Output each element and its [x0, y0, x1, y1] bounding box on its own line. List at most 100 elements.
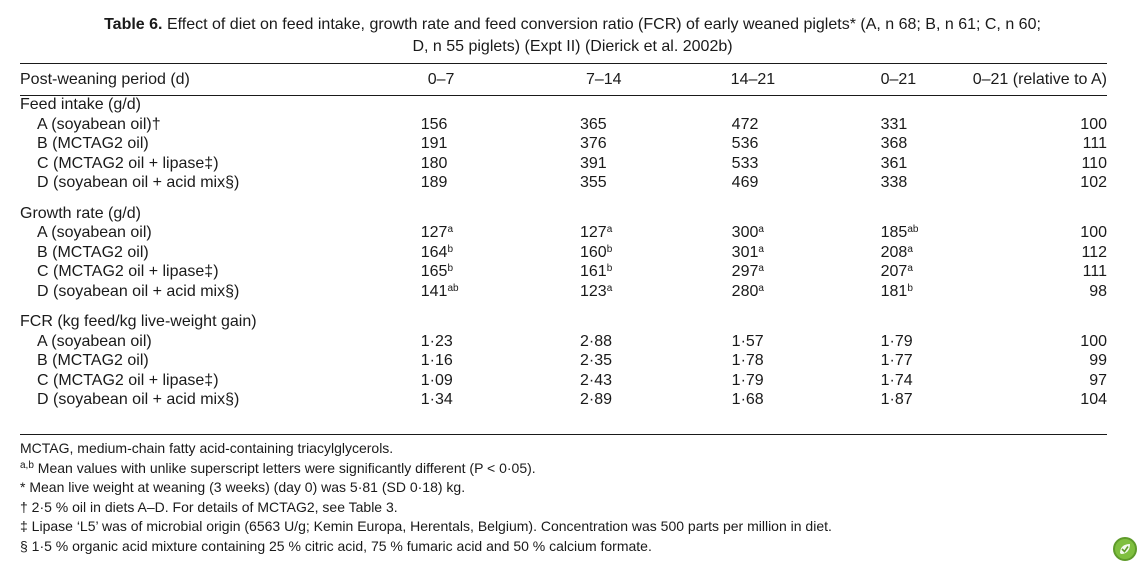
table-cell: 361 — [875, 154, 955, 174]
relative-value: 100 — [1080, 224, 1107, 241]
footnote-double-dagger: ‡ Lipase ‘L5’ was of microbial origin (6… — [20, 518, 832, 534]
cell-value: 1·79 — [880, 332, 913, 350]
section-title-row: Growth rate (g/d) — [20, 204, 1107, 224]
leaf-check-icon[interactable] — [1113, 537, 1137, 561]
cell-value: 189 — [420, 174, 448, 191]
table-cell: 1·09 — [404, 371, 563, 391]
row-label: A (soyabean oil)† — [37, 115, 161, 133]
cell-value: 368 — [880, 135, 908, 152]
cell-value: 1·23 — [420, 332, 453, 350]
table-cell: 2·88 — [563, 332, 716, 352]
cell-value: 1·09 — [420, 371, 453, 389]
table-cell: 338 — [875, 173, 955, 193]
cell-value: 1·78 — [731, 352, 764, 369]
column-header: 14–21 — [730, 70, 776, 88]
table-cell: 2·89 — [563, 390, 716, 410]
cell-value: 141 — [420, 282, 448, 300]
cell-value: 338 — [880, 174, 908, 191]
cell-value: 1·68 — [731, 391, 764, 408]
cell-value: 361 — [880, 154, 908, 172]
table-row: B (MCTAG2 oil) 191 376 536 368 111 — [20, 134, 1107, 154]
significance-superscript: b — [447, 243, 454, 255]
column-header: 0–21 (relative to A) — [972, 70, 1107, 88]
section-title-row: FCR (kg feed/kg live-weight gain) — [20, 312, 1107, 332]
table-row: C (MCTAG2 oil + lipase‡) 1·09 2·43 1·79 1·74… — [20, 371, 1107, 391]
table-cell: 469 — [716, 173, 875, 193]
cell-value: 208 — [880, 243, 908, 261]
table-cell: 376 — [563, 134, 716, 154]
table-row: C (MCTAG2 oil + lipase‡) 165b 161b 297a 207a… — [20, 262, 1107, 282]
data-table: Post-weaning period (d) 0–7 7–14 14–21 0… — [20, 64, 1107, 410]
footnote-star: * Mean live weight at weaning (3 weeks) … — [20, 479, 466, 495]
relative-value: 104 — [1080, 391, 1107, 408]
row-label: C (MCTAG2 oil + lipase‡) — [37, 263, 219, 280]
column-header: 0–7 — [427, 70, 455, 88]
table-row: B (MCTAG2 oil) 164b 160b 301a 208a 112 — [20, 243, 1107, 263]
row-label: D (soyabean oil + acid mix§) — [37, 391, 240, 408]
relative-value: 100 — [1080, 332, 1107, 350]
table-cell: 280a — [716, 282, 875, 302]
table-cell: 1·23 — [404, 332, 563, 352]
cell-value: 2·43 — [579, 371, 613, 389]
table-cell: 472 — [716, 115, 875, 135]
table-cell: 391 — [563, 154, 716, 174]
table-cell: 160b — [563, 243, 716, 263]
significance-superscript: a — [758, 282, 764, 294]
section-title: Growth rate (g/d) — [20, 204, 141, 222]
header-rule — [20, 95, 1107, 96]
footnote-dagger: † 2·5 % oil in diets A–D. For details of… — [20, 498, 398, 515]
footnote-section: § 1·5 % organic acid mixture containing … — [20, 537, 652, 554]
section-title: FCR (kg feed/kg live-weight gain) — [20, 313, 257, 330]
table-cell: 1·78 — [716, 351, 875, 371]
table-cell: 331 — [875, 115, 955, 135]
cell-value: 297 — [731, 263, 759, 280]
cell-value: 180 — [420, 154, 448, 172]
table-cell: 1·34 — [404, 390, 563, 410]
table-cell: 355 — [563, 173, 716, 193]
table-cell: 301a — [716, 243, 875, 263]
table-cell: 1·77 — [875, 351, 955, 371]
table-row: A (soyabean oil) 1·23 2·88 1·57 1·79 100 — [20, 332, 1107, 352]
row-label: B (MCTAG2 oil) — [37, 243, 149, 261]
table-row: A (soyabean oil) 127a 127a 300a 185ab 100 — [20, 223, 1107, 243]
cell-value: 1·16 — [420, 352, 453, 369]
table-cell: 365 — [563, 115, 716, 135]
cell-value: 300 — [731, 224, 759, 241]
cell-value: 2·88 — [579, 332, 613, 350]
relative-value: 112 — [1081, 243, 1107, 261]
significance-superscript: a — [606, 282, 613, 294]
relative-value: 110 — [1081, 154, 1107, 172]
section-title-row: Feed intake (g/d) — [20, 95, 1107, 115]
significance-superscript: b — [447, 263, 454, 274]
cell-value: 160 — [579, 243, 607, 261]
table-row: D (soyabean oil + acid mix§) 141ab 123a 280… — [20, 282, 1107, 302]
row-label: A (soyabean oil) — [37, 224, 152, 241]
table-cell: 181b — [875, 282, 955, 302]
table-cell: 207a — [875, 262, 955, 282]
cell-value: 127 — [579, 224, 607, 241]
significance-superscript: a — [447, 224, 454, 235]
footnote-text: Mean values with unlike superscript lett… — [37, 459, 536, 476]
cell-value: 301 — [731, 243, 759, 261]
table-cell: 141ab — [404, 282, 563, 302]
table-cell: 1·16 — [404, 351, 563, 371]
table-label: Table 6. — [104, 16, 163, 33]
column-header: 7–14 — [585, 70, 622, 88]
significance-superscript: a — [758, 243, 764, 255]
row-label: D (soyabean oil + acid mix§) — [37, 282, 240, 300]
footnote-mark: a,b — [20, 459, 34, 471]
footnote-abbrev: MCTAG, medium-chain fatty acid-containin… — [20, 440, 394, 456]
significance-superscript: b — [606, 243, 613, 255]
row-label: D (soyabean oil + acid mix§) — [37, 174, 240, 191]
cell-value: 161 — [579, 263, 607, 280]
caption-line-2: D, n 55 piglets) (Expt II) (Dierick et a… — [412, 38, 733, 55]
table-cell: 1·74 — [875, 371, 955, 391]
table-cell: 1·79 — [716, 371, 875, 391]
table-cell: 165b — [404, 262, 563, 282]
cell-value: 1·87 — [880, 391, 913, 408]
row-label: A (soyabean oil) — [37, 332, 152, 350]
column-header: 0–21 — [880, 70, 917, 88]
cell-value: 165 — [420, 263, 448, 280]
cell-value: 1·77 — [880, 352, 913, 369]
cell-value: 280 — [731, 282, 759, 300]
